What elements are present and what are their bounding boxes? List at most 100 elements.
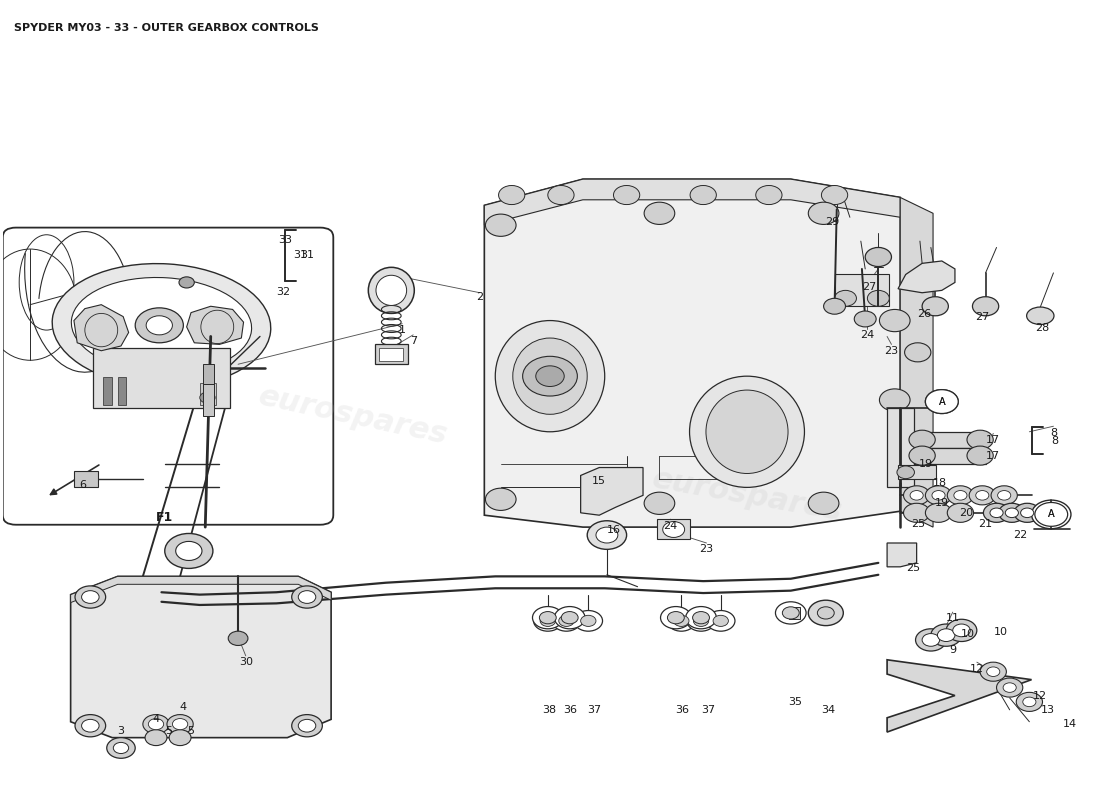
Circle shape <box>1032 500 1071 529</box>
Circle shape <box>685 606 716 629</box>
Circle shape <box>81 719 99 732</box>
Polygon shape <box>581 467 644 515</box>
Text: 34: 34 <box>821 705 835 715</box>
Circle shape <box>292 714 322 737</box>
Circle shape <box>1021 508 1034 518</box>
Text: 32: 32 <box>276 287 290 297</box>
Circle shape <box>855 311 876 327</box>
Polygon shape <box>74 305 129 350</box>
Text: 28: 28 <box>1035 323 1049 334</box>
Circle shape <box>167 714 194 734</box>
Circle shape <box>540 615 556 626</box>
Circle shape <box>937 629 955 642</box>
Text: 36: 36 <box>563 705 576 715</box>
Text: 2: 2 <box>476 292 484 302</box>
Circle shape <box>561 611 579 624</box>
Circle shape <box>925 486 952 505</box>
Text: 7: 7 <box>409 336 417 346</box>
Circle shape <box>947 503 974 522</box>
Text: 17: 17 <box>987 450 1000 461</box>
Text: 8: 8 <box>1049 428 1057 438</box>
Circle shape <box>811 602 842 624</box>
Text: 6: 6 <box>79 480 86 490</box>
Bar <box>118 377 127 405</box>
Circle shape <box>953 624 970 637</box>
Bar <box>375 344 408 364</box>
Circle shape <box>706 610 735 631</box>
Circle shape <box>713 615 728 626</box>
Circle shape <box>574 610 603 631</box>
Circle shape <box>614 186 640 205</box>
Circle shape <box>667 610 695 631</box>
Circle shape <box>146 316 173 335</box>
Text: 5: 5 <box>187 726 195 736</box>
Circle shape <box>909 430 935 450</box>
Circle shape <box>879 389 910 411</box>
Text: 5: 5 <box>166 726 173 736</box>
Text: 29: 29 <box>825 217 839 227</box>
Circle shape <box>931 624 961 646</box>
Circle shape <box>915 629 946 651</box>
Bar <box>898 465 936 479</box>
Circle shape <box>817 606 834 619</box>
Text: 38: 38 <box>542 705 556 715</box>
Circle shape <box>522 356 578 396</box>
Circle shape <box>999 503 1025 522</box>
Polygon shape <box>484 179 900 226</box>
Circle shape <box>967 446 993 465</box>
Circle shape <box>179 277 195 288</box>
Bar <box>379 347 404 361</box>
Bar <box>204 384 214 416</box>
Text: 12: 12 <box>970 663 983 674</box>
Circle shape <box>662 522 684 538</box>
Circle shape <box>200 392 216 403</box>
Circle shape <box>983 503 1010 522</box>
Text: 30: 30 <box>239 657 253 667</box>
Circle shape <box>532 606 563 629</box>
Text: 11: 11 <box>946 614 960 623</box>
Circle shape <box>967 430 993 450</box>
Circle shape <box>581 615 596 626</box>
Circle shape <box>782 606 800 619</box>
Circle shape <box>298 590 316 603</box>
Circle shape <box>991 486 1018 505</box>
Polygon shape <box>187 306 243 344</box>
Circle shape <box>645 202 674 225</box>
Circle shape <box>228 631 248 646</box>
Text: 25: 25 <box>906 562 921 573</box>
Circle shape <box>693 611 710 624</box>
Polygon shape <box>70 576 331 738</box>
Text: A: A <box>1048 510 1055 519</box>
Text: 16: 16 <box>606 526 620 535</box>
Circle shape <box>75 714 106 737</box>
Bar <box>204 364 214 384</box>
Text: 14: 14 <box>1063 719 1077 729</box>
Circle shape <box>176 542 202 561</box>
Bar <box>658 519 690 539</box>
Circle shape <box>987 667 1000 677</box>
Text: 36: 36 <box>675 705 690 715</box>
Bar <box>887 408 914 487</box>
Circle shape <box>148 718 164 730</box>
Ellipse shape <box>495 321 605 432</box>
Bar <box>914 448 986 463</box>
Bar <box>835 274 889 306</box>
Text: 21: 21 <box>979 519 992 529</box>
Text: 33: 33 <box>278 234 293 245</box>
Circle shape <box>972 297 999 316</box>
Circle shape <box>668 611 684 624</box>
Text: A: A <box>938 397 945 406</box>
Circle shape <box>169 730 191 746</box>
Circle shape <box>756 186 782 205</box>
Text: SPYDER MY03 - 33 - OUTER GEARBOX CONTROLS: SPYDER MY03 - 33 - OUTER GEARBOX CONTROL… <box>13 22 319 33</box>
Circle shape <box>998 490 1011 500</box>
Circle shape <box>1005 508 1019 518</box>
Text: 23: 23 <box>884 346 899 356</box>
Text: 18: 18 <box>933 478 947 488</box>
Circle shape <box>808 492 839 514</box>
Ellipse shape <box>1026 307 1054 325</box>
Circle shape <box>143 714 169 734</box>
Text: 37: 37 <box>586 705 601 715</box>
Circle shape <box>904 342 931 362</box>
Circle shape <box>1003 683 1016 692</box>
